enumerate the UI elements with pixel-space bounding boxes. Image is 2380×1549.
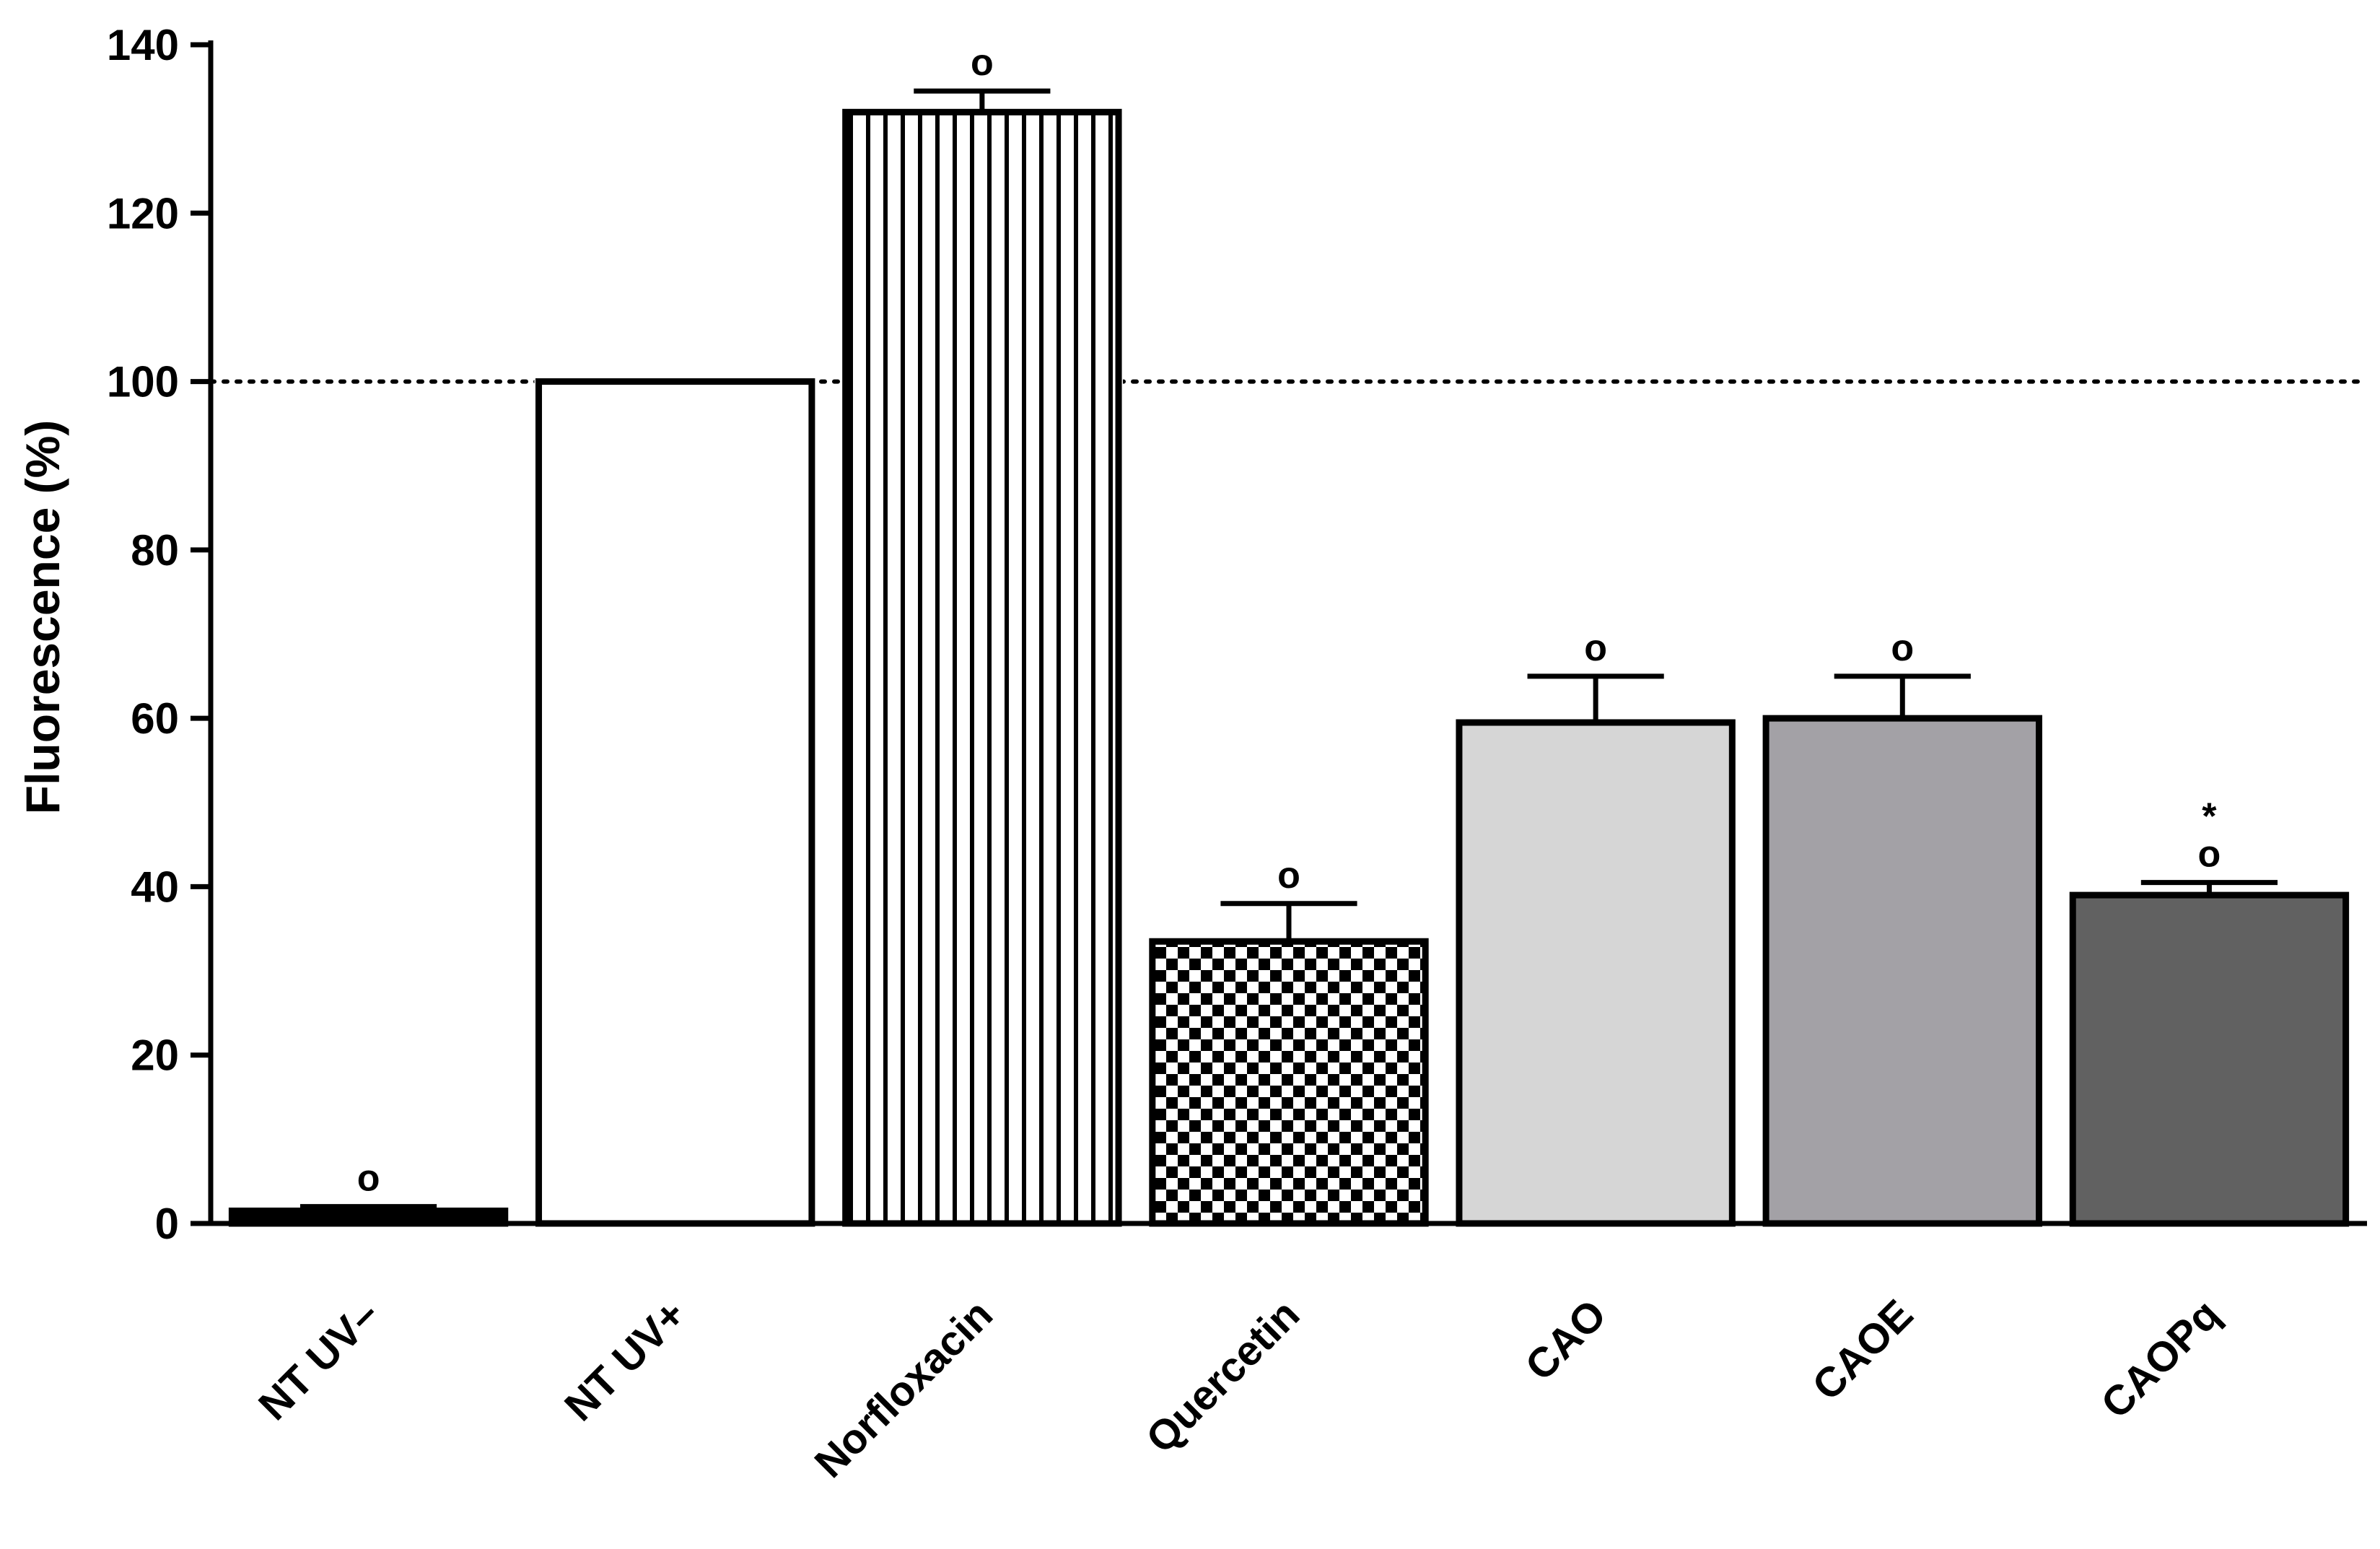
bar [1456,719,1736,1227]
y-axis-label: Fluorescence (%) [16,420,69,815]
x-tick-label: Quercetin [1137,1291,1308,1462]
x-tick-label: CAOE [1803,1291,1922,1409]
bar [1149,938,1429,1227]
x-tick-label: Norfloxacin [805,1291,1002,1487]
x-tick-label: CAO [1516,1291,1615,1389]
bar [535,378,815,1227]
y-tick-label: 60 [131,694,179,743]
significance-marker: o [357,1158,380,1200]
significance-marker: o [1277,855,1300,896]
x-tick-label: NT UV+ [556,1291,695,1430]
bar [2069,891,2350,1227]
y-tick-label: 120 [107,189,179,237]
significance-marker: o [971,42,994,84]
y-tick-label: 80 [131,526,179,575]
significance-marker: o [1891,627,1914,669]
y-tick-label: 100 [107,358,179,406]
y-tick-label: 140 [107,21,179,69]
significance-marker: o [2198,834,2221,876]
significance-marker: * [2202,796,2217,838]
x-tick-label: CAOPq [2092,1291,2229,1428]
bar [1762,715,2042,1227]
x-tick-label: NT UV– [250,1291,388,1429]
y-tick-label: 0 [155,1200,179,1248]
significance-marker: o [1584,627,1607,669]
y-tick-label: 40 [131,863,179,911]
y-tick-label: 20 [131,1031,179,1080]
bar [842,108,1122,1227]
